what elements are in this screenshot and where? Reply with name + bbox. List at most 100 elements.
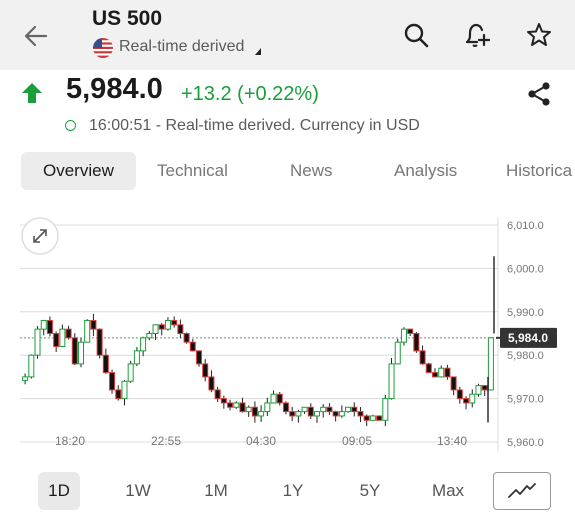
tab-overview[interactable]: Overview [21, 152, 136, 190]
candle [463, 398, 470, 404]
price-chart[interactable]: 6,010.0 6,000.0 5,990.0 5,980.0 5,970.0 5,960… [0, 205, 575, 460]
candle [264, 402, 271, 413]
candle [413, 333, 420, 352]
chart-type-button[interactable] [493, 472, 551, 510]
candle [202, 363, 209, 378]
candle [320, 406, 327, 413]
candle [40, 319, 47, 330]
share-icon[interactable] [525, 80, 553, 108]
candle [450, 376, 457, 391]
candle [295, 411, 302, 417]
candle [245, 406, 252, 413]
candle [152, 324, 159, 334]
x-tick-label: 22:55 [151, 434, 181, 448]
candle [121, 380, 128, 400]
range-1m[interactable]: 1M [204, 481, 228, 500]
candle [59, 328, 66, 348]
candle [345, 406, 352, 413]
candle [195, 350, 203, 365]
candle [431, 372, 439, 378]
candlestick-chart[interactable]: 6,010.0 6,000.0 5,990.0 5,980.0 5,970.0 5,960… [0, 205, 575, 460]
candle [239, 402, 246, 413]
candle [270, 393, 277, 404]
candle [456, 389, 463, 400]
search-icon[interactable] [401, 20, 431, 50]
candle [251, 406, 258, 417]
candle [487, 337, 494, 391]
candle [28, 354, 35, 378]
candle [394, 341, 401, 365]
range-1d[interactable]: 1D [38, 472, 80, 510]
candle [438, 367, 445, 378]
candle [357, 411, 364, 417]
candle [369, 415, 376, 421]
candle [102, 354, 109, 374]
x-tick-label: 13:40 [437, 434, 467, 448]
tab-analysis[interactable]: Analysis [394, 161, 458, 180]
x-tick-label: 04:30 [246, 434, 276, 448]
candle [233, 402, 240, 408]
candle [127, 363, 134, 382]
candle [282, 402, 289, 413]
last-price-label: 5,984.0 [508, 331, 548, 345]
candle [214, 389, 221, 400]
y-tick-label: 6,010.0 [507, 220, 544, 232]
candle [313, 411, 321, 417]
candle [140, 337, 147, 352]
candle [481, 385, 488, 391]
candle [71, 337, 78, 365]
candle [133, 350, 140, 365]
candle [307, 406, 314, 417]
star-icon[interactable] [524, 20, 554, 50]
range-selector: 1D 1W 1M 1Y 5Y Max [0, 472, 575, 512]
bell-plus-icon[interactable] [462, 20, 492, 50]
candle [115, 389, 122, 400]
candle [407, 328, 414, 335]
tab-historical[interactable]: Historica [506, 161, 573, 180]
y-tick-label: 5,990.0 [507, 307, 544, 319]
candle [376, 415, 383, 421]
candle [276, 393, 283, 404]
candle [96, 328, 103, 356]
candle [84, 319, 91, 343]
candle [65, 328, 72, 339]
candle [258, 411, 265, 417]
up-arrow-icon [22, 83, 42, 103]
last-price-marker [500, 327, 557, 348]
y-tick-label: 5,980.0 [507, 350, 544, 362]
y-tick-label: 6,000.0 [507, 263, 544, 275]
range-1w[interactable]: 1W [125, 481, 151, 500]
tab-news[interactable]: News [290, 161, 333, 180]
tab-technical[interactable]: Technical [157, 161, 228, 180]
candle [301, 406, 308, 413]
range-5y[interactable]: 5Y [359, 481, 381, 500]
candle [77, 341, 85, 365]
candle [227, 402, 234, 408]
candle [425, 363, 432, 374]
back-arrow-icon[interactable] [22, 22, 50, 50]
clock-icon [65, 120, 76, 131]
candle [419, 350, 426, 365]
candle [289, 411, 296, 417]
candle [338, 411, 345, 417]
range-1y[interactable]: 1Y [282, 481, 304, 500]
app-bar: US 500 Real-time derived [0, 0, 575, 70]
candle [475, 385, 482, 395]
candle [22, 376, 29, 381]
candle [158, 324, 165, 330]
section-tabs: Overview Technical News Analysis Histori… [0, 152, 575, 192]
candle [208, 376, 215, 391]
x-tick-label: 09:05 [342, 434, 372, 448]
expand-icon[interactable] [21, 217, 59, 255]
candle [400, 328, 407, 343]
candle [46, 319, 53, 335]
candle [444, 367, 451, 378]
y-tick-label: 5,970.0 [507, 394, 544, 406]
candle [189, 341, 196, 352]
candle [332, 411, 339, 417]
data-source-label[interactable]: Real-time derived [119, 38, 245, 55]
dropdown-caret-icon[interactable] [255, 48, 261, 55]
range-max[interactable]: Max [431, 481, 465, 500]
candle [177, 324, 184, 334]
candle [164, 319, 171, 330]
